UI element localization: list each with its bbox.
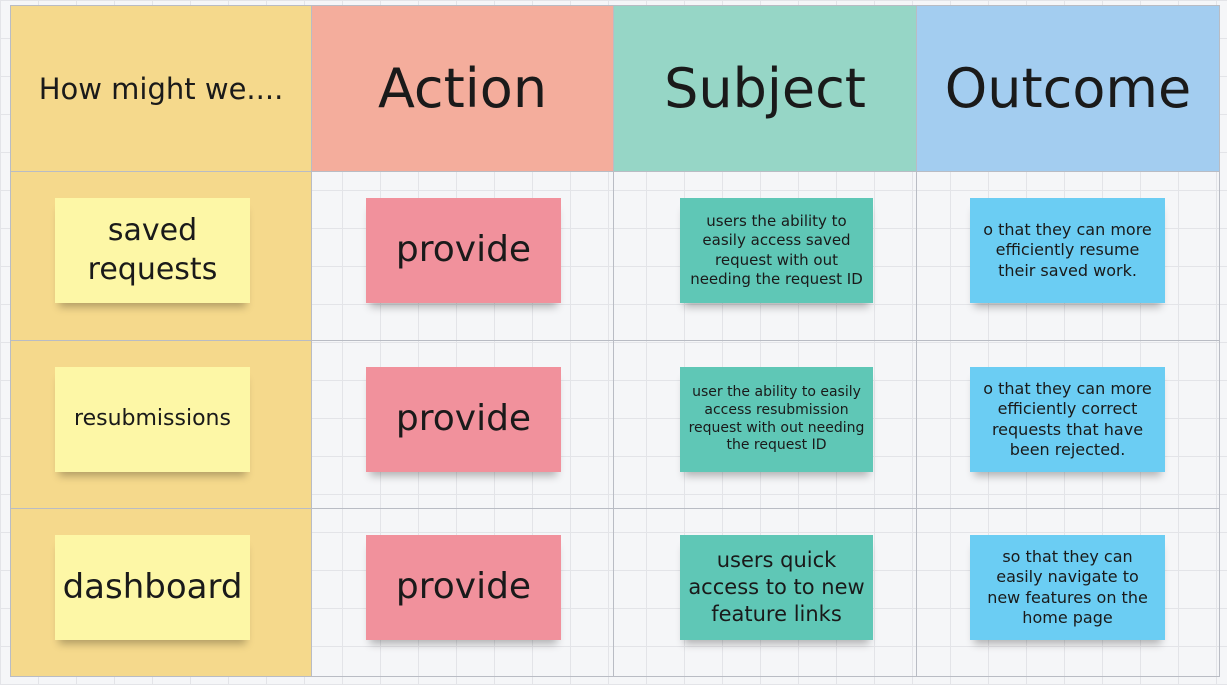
sticky-note: saved requests <box>55 198 250 303</box>
sticky-note: provide <box>366 198 561 303</box>
sticky-note: resubmissions <box>55 367 250 472</box>
body-cell <box>917 509 1220 677</box>
header-cell: Action <box>312 5 614 172</box>
sticky-note: users the ability to easily access saved… <box>680 198 873 303</box>
header-cell: Subject <box>614 5 917 172</box>
header-cell: How might we.... <box>10 5 312 172</box>
sticky-note: provide <box>366 367 561 472</box>
body-cell <box>614 509 917 677</box>
sticky-note: user the ability to easily access resubm… <box>680 367 873 472</box>
sticky-note: provide <box>366 535 561 640</box>
body-cell <box>917 341 1220 509</box>
sticky-note: dashboard <box>55 535 250 640</box>
sticky-note: so that they can easily navigate to new … <box>970 535 1165 640</box>
sticky-note: o that they can more efficiently correct… <box>970 367 1165 472</box>
body-cell <box>312 341 614 509</box>
body-cell <box>614 172 917 341</box>
body-cell <box>614 341 917 509</box>
body-cell <box>917 172 1220 341</box>
board: How might we.... Action Subject Outcome save… <box>10 5 1220 677</box>
body-cell <box>312 172 614 341</box>
header-cell: Outcome <box>917 5 1220 172</box>
sticky-note: users quick access to to new feature lin… <box>680 535 873 640</box>
sticky-note: o that they can more efficiently resume … <box>970 198 1165 303</box>
body-cell <box>312 509 614 677</box>
